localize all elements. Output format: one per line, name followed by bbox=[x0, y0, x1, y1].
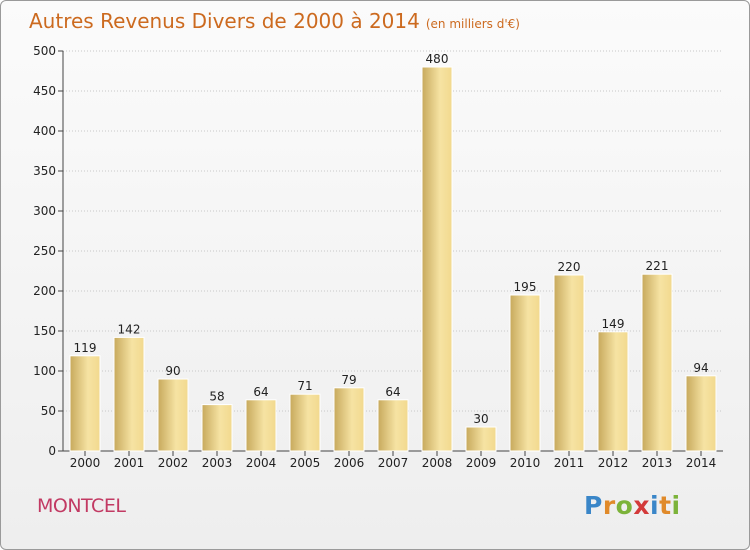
y-tick-label: 50 bbox=[41, 404, 56, 418]
y-tick-label: 200 bbox=[33, 284, 56, 298]
y-tick-label: 100 bbox=[33, 364, 56, 378]
data-label: 64 bbox=[253, 385, 268, 399]
x-tick-label: 2014 bbox=[686, 456, 717, 470]
x-tick-label: 2005 bbox=[290, 456, 321, 470]
x-tick-label: 2004 bbox=[246, 456, 277, 470]
bar bbox=[157, 378, 189, 452]
data-label: 79 bbox=[341, 373, 356, 387]
logo-letter: x bbox=[633, 491, 650, 520]
logo-letter: t bbox=[659, 491, 672, 520]
x-tick-label: 2011 bbox=[554, 456, 585, 470]
y-tick-label: 0 bbox=[48, 444, 56, 458]
data-label: 220 bbox=[558, 260, 581, 274]
bar bbox=[377, 399, 409, 452]
bar bbox=[465, 426, 497, 452]
data-label: 58 bbox=[209, 390, 224, 404]
x-tick-label: 2002 bbox=[158, 456, 189, 470]
bar bbox=[641, 273, 673, 452]
logo-letter: i bbox=[650, 491, 660, 520]
data-label: 195 bbox=[514, 280, 537, 294]
bar bbox=[553, 274, 585, 452]
y-tick-label: 350 bbox=[33, 164, 56, 178]
bar bbox=[69, 355, 101, 452]
data-label: 119 bbox=[74, 341, 97, 355]
x-tick-label: 2007 bbox=[378, 456, 409, 470]
place-name: MONTCEL bbox=[37, 495, 126, 517]
bar bbox=[597, 331, 629, 452]
title-unit: (en milliers d'€) bbox=[425, 17, 520, 31]
proxiti-logo: Proxiti bbox=[584, 491, 681, 520]
bar bbox=[685, 375, 717, 452]
y-tick-label: 150 bbox=[33, 324, 56, 338]
bar bbox=[245, 399, 277, 452]
x-tick-label: 2000 bbox=[70, 456, 101, 470]
x-tick-label: 2006 bbox=[334, 456, 365, 470]
y-tick-label: 450 bbox=[33, 84, 56, 98]
logo-letter: P bbox=[584, 491, 603, 520]
x-tick-label: 2009 bbox=[466, 456, 497, 470]
x-tick-label: 2001 bbox=[114, 456, 145, 470]
data-label: 90 bbox=[165, 364, 180, 378]
data-label: 149 bbox=[602, 317, 625, 331]
x-tick-label: 2013 bbox=[642, 456, 673, 470]
bar bbox=[113, 336, 145, 452]
x-tick-label: 2008 bbox=[422, 456, 453, 470]
bar bbox=[333, 387, 365, 452]
bar bbox=[421, 66, 453, 452]
data-label: 221 bbox=[646, 259, 669, 273]
bar bbox=[289, 393, 321, 452]
chart-title: Autres Revenus Divers de 2000 à 2014 (en … bbox=[29, 9, 520, 33]
x-tick-label: 2012 bbox=[598, 456, 629, 470]
logo-letter: i bbox=[671, 491, 681, 520]
logo-letter: o bbox=[615, 491, 634, 520]
x-tick-label: 2003 bbox=[202, 456, 233, 470]
logo-letter: r bbox=[602, 491, 616, 520]
data-label: 64 bbox=[385, 385, 400, 399]
data-label: 94 bbox=[693, 361, 708, 375]
y-tick-label: 500 bbox=[33, 44, 56, 58]
data-label: 30 bbox=[473, 412, 488, 426]
y-tick-label: 400 bbox=[33, 124, 56, 138]
data-label: 480 bbox=[426, 52, 449, 66]
y-tick-label: 250 bbox=[33, 244, 56, 258]
title-text: Autres Revenus Divers de 2000 à 2014 bbox=[29, 9, 420, 33]
data-label: 142 bbox=[118, 322, 141, 336]
x-tick-label: 2010 bbox=[510, 456, 541, 470]
y-tick-label: 300 bbox=[33, 204, 56, 218]
bar bbox=[509, 294, 541, 452]
data-label: 71 bbox=[297, 379, 312, 393]
bar bbox=[201, 404, 233, 452]
